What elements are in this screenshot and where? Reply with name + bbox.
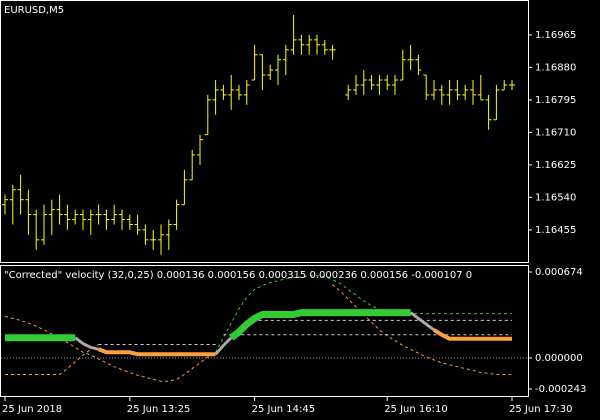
- indicator-line: [4, 315, 216, 382]
- x-tick-label: 25 Jun 2018: [2, 404, 62, 415]
- indicator-line: [332, 284, 512, 375]
- y-tick-label: 1.16455: [535, 225, 576, 236]
- indicator-line: [97, 347, 216, 357]
- indicator-line: [214, 336, 233, 356]
- y-tick-label: 0.000000: [535, 353, 583, 364]
- y-tick-label: 1.16795: [535, 95, 576, 106]
- indicator-line: [229, 309, 411, 341]
- x-tick-label: 25 Jun 14:45: [252, 404, 316, 415]
- indicator-title: "Corrected" velocity (32,0,25) 0.000136 …: [4, 270, 472, 281]
- indicator-line: [432, 328, 512, 341]
- indicator-line: [215, 275, 512, 353]
- indicator-line: [74, 336, 99, 351]
- x-tick-label: 25 Jun 16:10: [384, 404, 448, 415]
- y-tick-label: 1.16540: [535, 192, 576, 203]
- indicator-line: [5, 344, 99, 375]
- x-tick-label: 25 Jun 17:30: [509, 404, 573, 415]
- indicator-frame: [0, 265, 529, 397]
- y-tick-label: 1.16965: [535, 30, 576, 41]
- y-tick-label: 1.16710: [535, 127, 576, 138]
- y-tick-label: -0.000243: [535, 384, 586, 395]
- y-tick-label: 1.16625: [535, 160, 576, 171]
- chart-title: EURUSD,M5: [4, 5, 64, 16]
- price-frame: [0, 0, 529, 263]
- y-tick-label: 0.000674: [535, 267, 583, 278]
- y-tick-label: 1.16880: [535, 62, 576, 73]
- indicator-line: [409, 311, 435, 332]
- x-tick-label: 25 Jun 13:25: [127, 404, 191, 415]
